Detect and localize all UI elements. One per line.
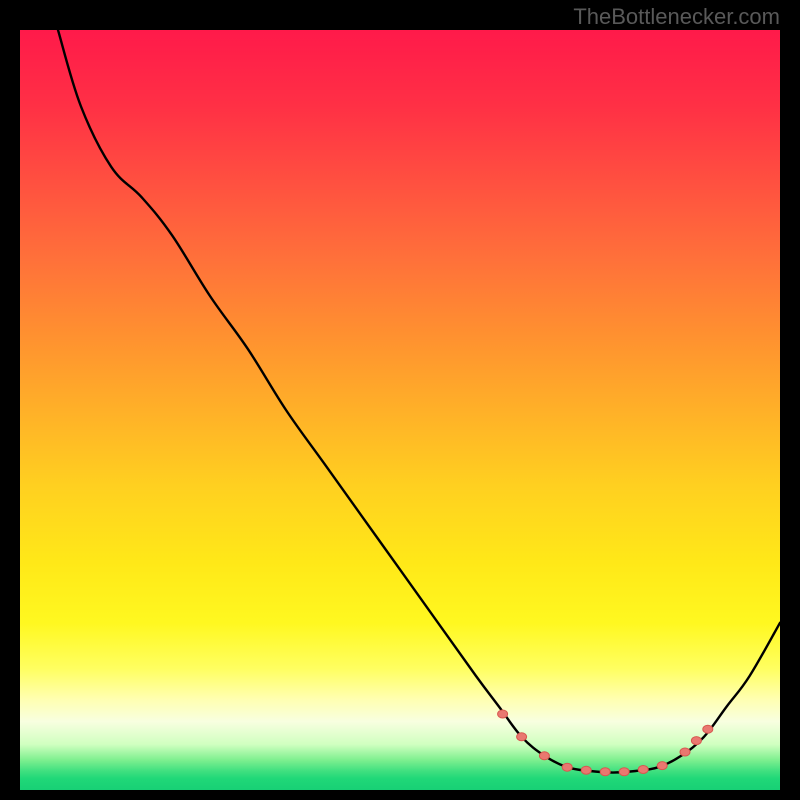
marker-dot <box>539 752 549 760</box>
marker-dot <box>600 768 610 776</box>
gradient-background <box>20 30 780 790</box>
marker-dot <box>638 765 648 773</box>
marker-dot <box>562 763 572 771</box>
chart-svg <box>20 30 780 790</box>
marker-dot <box>703 725 713 733</box>
watermark-text: TheBottlenecker.com <box>573 4 780 30</box>
marker-dot <box>581 766 591 774</box>
marker-dot <box>657 762 667 770</box>
marker-dot <box>691 737 701 745</box>
marker-dot <box>680 748 690 756</box>
marker-dot <box>619 768 629 776</box>
marker-dot <box>498 710 508 718</box>
bottleneck-chart <box>20 30 780 790</box>
marker-dot <box>517 733 527 741</box>
